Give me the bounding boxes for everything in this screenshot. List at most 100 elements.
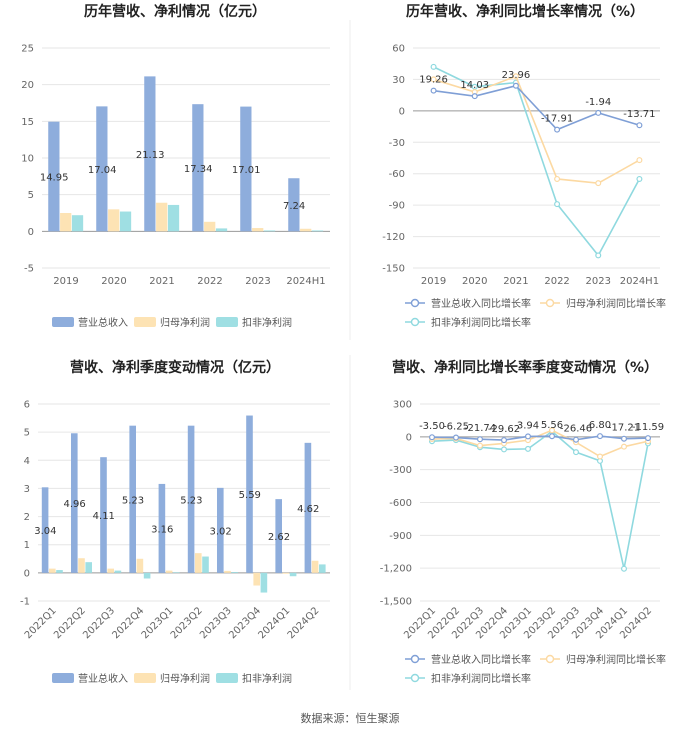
annual-y-tick: 15 <box>21 117 34 128</box>
annual-bar-value-label: 14.95 <box>40 173 69 184</box>
quarterly_growth-line-value-label: 6.80 <box>589 420 611 431</box>
annual-x-tick: 2020 <box>101 276 126 287</box>
quarterly_growth-point-net_profit_line <box>620 443 627 450</box>
annual-x-tick: 2023 <box>245 276 270 287</box>
annual-legend-label: 扣非净利润 <box>242 316 292 329</box>
quarterly_growth-y-tick: 0 <box>406 432 412 443</box>
annual-bar-revenue <box>144 76 156 232</box>
annual_growth-point-deducted_profit_line <box>554 201 561 208</box>
quarterly-bar-value-label: 4.62 <box>297 504 319 515</box>
annual_growth-point-revenue_line <box>636 122 643 129</box>
quarterly_growth-line-value-label: -3.50 <box>419 421 445 432</box>
annual-legend-label: 归母净利润 <box>160 316 210 329</box>
quarterly-bar-deducted_profit <box>319 564 326 573</box>
annual-bar-deducted_profit <box>311 230 324 232</box>
annual-x-tick: 2021 <box>149 276 174 287</box>
annual-bar-value-label: 17.04 <box>88 165 117 176</box>
quarterly_growth-point-revenue_line <box>477 436 484 443</box>
quarterly-bar-revenue <box>70 433 78 573</box>
quarterly_growth-y-tick: -1,200 <box>380 564 412 575</box>
annual_growth-legend-marker <box>410 298 420 308</box>
annual_growth-line-value-label: 23.96 <box>502 70 531 81</box>
annual_growth-y-tick: -60 <box>389 169 405 180</box>
quarterly-bar-deducted_profit <box>143 572 151 579</box>
quarterly-y-tick: 6 <box>24 400 30 411</box>
annual-y-tick: 5 <box>28 190 34 201</box>
quarterly_growth-point-revenue_line <box>620 435 627 442</box>
annual-y-tick: 0 <box>28 227 34 238</box>
annual_growth-x-tick: 2022 <box>544 276 569 287</box>
quarterly_growth-line-net_profit_line <box>431 429 649 458</box>
annual-bar-net_profit <box>300 228 312 232</box>
quarterly-y-tick: 5 <box>24 428 30 439</box>
annual-y-tick: -5 <box>24 264 34 275</box>
quarterly-y-tick: 3 <box>24 484 30 495</box>
annual_growth-y-tick: -90 <box>389 201 405 212</box>
annual-legend-swatch <box>52 317 74 327</box>
annual-y-tick: 25 <box>21 44 34 55</box>
quarterly-bar-revenue <box>41 487 49 573</box>
quarterly_growth-line-revenue_line <box>431 435 649 441</box>
quarterly_growth-y-tick: -300 <box>389 465 412 476</box>
quarterly-bar-deducted_profit <box>202 556 209 573</box>
annual-bar-deducted_profit <box>215 228 228 232</box>
quarterly-bar-net_profit <box>282 572 290 574</box>
quarterly-bar-deducted_profit <box>56 570 63 573</box>
annual_growth-legend-label: 归母净利润同比增长率 <box>566 297 666 310</box>
annual-bar-revenue <box>288 178 300 232</box>
quarterly-bar-deducted_profit <box>114 570 122 573</box>
quarterly_growth-line-value-label: -6.25 <box>443 422 469 433</box>
quarterly-bar-deducted_profit <box>85 562 93 573</box>
quarterly-bar-revenue <box>216 487 224 573</box>
quarterly_growth-point-revenue_line <box>501 437 508 444</box>
quarterly-y-tick: 1 <box>24 540 30 551</box>
annual_growth-line-net_profit_line <box>433 75 640 184</box>
quarterly_growth-line-value-label: 3.94 <box>517 420 539 431</box>
annual_growth-title: 历年营收、净利同比增长率情况（%） <box>406 3 644 20</box>
quarterly-bar-net_profit <box>48 568 56 573</box>
annual-x-tick: 2024H1 <box>286 276 325 287</box>
annual_growth-y-tick: -120 <box>382 232 405 243</box>
annual_growth-point-deducted_profit_line <box>636 175 643 182</box>
quarterly-bar-revenue <box>246 415 253 573</box>
quarterly_growth-line-value-label: -26.46 <box>560 424 592 435</box>
annual_growth-line-value-label: 14.03 <box>460 80 489 91</box>
quarterly-bar-deducted_profit <box>173 572 180 573</box>
quarterly_growth-point-net_profit_line <box>548 427 555 434</box>
annual_growth-point-revenue_line <box>471 93 478 100</box>
annual_growth-legend-label: 扣非净利润同比增长率 <box>431 316 531 329</box>
annual-bar-value-label: 17.34 <box>184 164 213 175</box>
annual-bar-deducted_profit <box>71 215 84 232</box>
quarterly-bar-value-label: 4.96 <box>63 499 85 510</box>
annual-bar-revenue <box>96 106 108 232</box>
annual-bar-net_profit <box>204 221 216 232</box>
quarterly-legend-swatch <box>216 673 238 683</box>
quarterly-bar-deducted_profit <box>260 572 268 593</box>
quarterly-bar-revenue <box>158 483 166 573</box>
annual_growth-y-tick: -150 <box>382 264 405 275</box>
quarterly-bar-revenue <box>129 425 136 573</box>
annual-bar-deducted_profit <box>119 211 132 232</box>
quarterly-bar-revenue <box>187 425 195 573</box>
quarterly-bar-net_profit <box>107 568 115 573</box>
annual_growth-legend-label: 营业总收入同比增长率 <box>431 297 531 310</box>
quarterly_growth-point-revenue_line <box>548 433 555 440</box>
annual_growth-legend-marker <box>410 317 420 327</box>
annual-bar-deducted_profit <box>167 204 180 232</box>
quarterly-bar-net_profit <box>311 560 319 573</box>
quarterly_growth-point-revenue_line <box>644 435 651 442</box>
quarterly_growth-y-tick: -600 <box>389 498 412 509</box>
annual_growth-x-tick: 2021 <box>503 276 528 287</box>
annual-bar-net_profit <box>156 202 168 232</box>
annual_growth-point-net_profit_line <box>430 76 437 83</box>
quarterly-bar-revenue <box>100 457 107 573</box>
quarterly_growth-line-deducted_profit_line <box>431 430 649 569</box>
annual-bar-value-label: 21.13 <box>136 150 165 161</box>
quarterly_growth-point-revenue_line <box>453 434 460 441</box>
quarterly_growth-point-deducted_profit_line <box>501 446 508 453</box>
annual-x-tick: 2019 <box>53 276 78 287</box>
quarterly_growth-point-net_profit_line <box>477 442 484 449</box>
annual_growth-point-net_profit_line <box>512 73 519 80</box>
